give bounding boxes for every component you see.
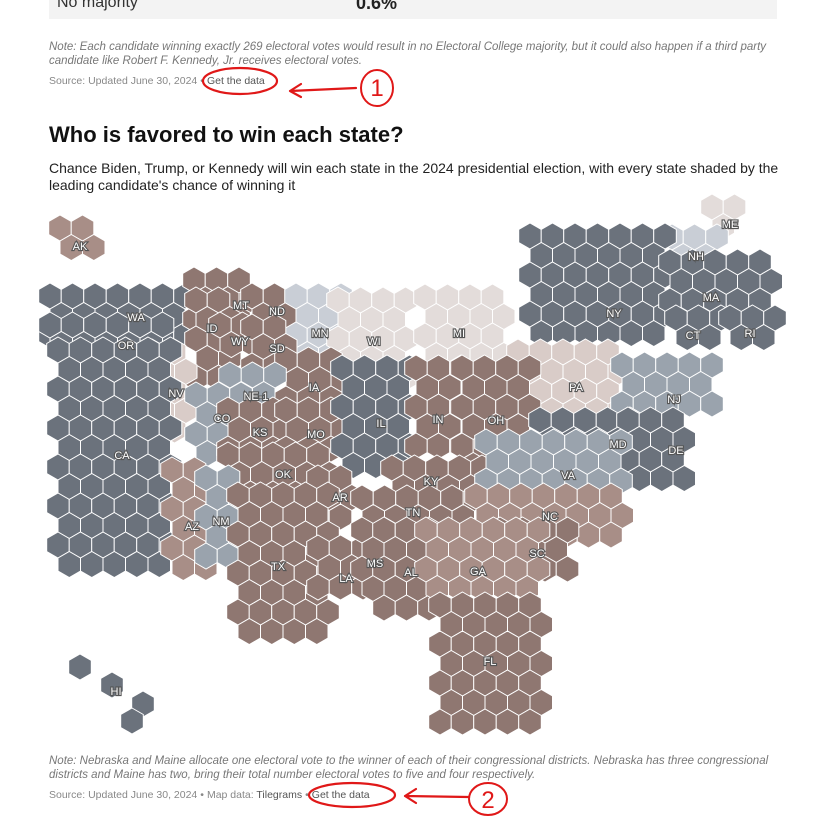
source-text-2: Source: Updated June 30, 2024 bbox=[49, 789, 198, 801]
state-label-nh: NH bbox=[688, 251, 704, 263]
state-label-ga: GA bbox=[470, 566, 487, 578]
state-label-tn: TN bbox=[406, 507, 421, 519]
state-label-ms: MS bbox=[367, 558, 384, 570]
separator-3: • bbox=[305, 789, 309, 801]
tilegrams-link[interactable]: Tilegrams bbox=[256, 789, 303, 801]
state-label-mn: MN bbox=[311, 328, 328, 340]
hex-tile-ct bbox=[698, 323, 722, 352]
hex-tile-ny bbox=[642, 319, 666, 348]
section-title: Who is favored to win each state? bbox=[49, 122, 404, 147]
state-label-id: ID bbox=[207, 323, 218, 335]
state-label-ar: AR bbox=[332, 492, 347, 504]
hex-tile-hi bbox=[120, 707, 144, 735]
state-label-va: VA bbox=[561, 470, 576, 482]
state-label-ri: RI bbox=[745, 328, 756, 340]
state-label-ia: IA bbox=[309, 382, 320, 394]
separator-2: • bbox=[200, 789, 204, 801]
source-text: Source: Updated June 30, 2024 bbox=[49, 75, 198, 87]
state-label-or: OR bbox=[118, 340, 135, 352]
state-label-nv: NV bbox=[168, 388, 184, 400]
state-label-wa: WA bbox=[127, 312, 145, 324]
hex-tile-ri bbox=[752, 323, 776, 352]
state-label-ca: CA bbox=[114, 450, 130, 462]
no-majority-label: No majority bbox=[57, 0, 138, 11]
state-label-nc: NC bbox=[542, 511, 558, 523]
state-label-ak: AK bbox=[73, 241, 88, 253]
hex-tile-nc bbox=[599, 521, 623, 549]
hex-tile-nj bbox=[700, 390, 724, 418]
districts-note: Note: Nebraska and Maine allocate one el… bbox=[49, 755, 769, 781]
state-label-fl: FL bbox=[484, 656, 497, 668]
state-label-ny: NY bbox=[606, 308, 622, 320]
state-label-ks: KS bbox=[253, 427, 268, 439]
no-majority-value: 0.6% bbox=[356, 0, 398, 13]
state-label-wi: WI bbox=[367, 336, 380, 348]
no-majority-row bbox=[49, 0, 777, 19]
hex-tile-de bbox=[672, 464, 696, 493]
state-label-oh: OH bbox=[488, 415, 505, 427]
state-label-nm: NM bbox=[212, 516, 229, 528]
state-label-sc: SC bbox=[529, 548, 544, 560]
hex-tile-ak bbox=[82, 233, 106, 262]
hex-tile-sc bbox=[555, 555, 580, 583]
state-label-pa: PA bbox=[569, 382, 584, 394]
state-label-tx: TX bbox=[271, 561, 286, 573]
state-label-ok: OK bbox=[275, 469, 292, 481]
section-subtitle: Chance Biden, Trump, or Kennedy will win… bbox=[49, 160, 779, 193]
hex-tile-hi bbox=[100, 671, 124, 699]
state-label-mi: MI bbox=[453, 328, 465, 340]
state-label-mt: MT bbox=[233, 300, 249, 312]
state-label-hi: HI bbox=[111, 686, 122, 698]
state-labels: AK ME NH WA MT ND MN WI MI NY MA ID OR WY SD CT RI IA NV NE… bbox=[72, 218, 757, 699]
map-data-prefix: Map data: bbox=[206, 789, 254, 801]
state-label-la: LA bbox=[339, 573, 353, 585]
state-label-de: DE bbox=[668, 445, 683, 457]
state-label-il: IL bbox=[376, 418, 385, 430]
hex-tiles bbox=[38, 193, 787, 736]
state-label-mo: MO bbox=[307, 429, 325, 441]
state-label-me: ME bbox=[722, 219, 739, 231]
state-label-az: AZ bbox=[185, 521, 199, 533]
electoral-note: Note: Each candidate winning exactly 269… bbox=[49, 41, 767, 67]
state-label-ma: MA bbox=[703, 292, 720, 304]
hex-tile-tx bbox=[305, 617, 329, 646]
state-label-wy: WY bbox=[231, 336, 249, 348]
state-label-co: CO bbox=[214, 413, 231, 425]
state-label-md: MD bbox=[609, 439, 626, 451]
source-line-2: Source: Updated June 30, 2024 • Map data: … bbox=[49, 789, 370, 802]
state-label-nd: ND bbox=[269, 306, 285, 318]
state-label-in: IN bbox=[433, 414, 444, 426]
hex-tile-ar bbox=[328, 503, 353, 531]
state-label-al: AL bbox=[404, 567, 417, 579]
hex-tile-fl bbox=[518, 708, 542, 736]
state-label-ky: KY bbox=[424, 476, 439, 488]
hex-tile-hi bbox=[68, 653, 92, 681]
state-label-nj: NJ bbox=[667, 394, 680, 406]
state-label-sd: SD bbox=[269, 343, 284, 355]
state-label-ct: CT bbox=[686, 330, 701, 342]
get-the-data-link-2[interactable]: Get the data bbox=[311, 789, 370, 801]
state-label-ne-1: NE-1 bbox=[243, 391, 268, 403]
